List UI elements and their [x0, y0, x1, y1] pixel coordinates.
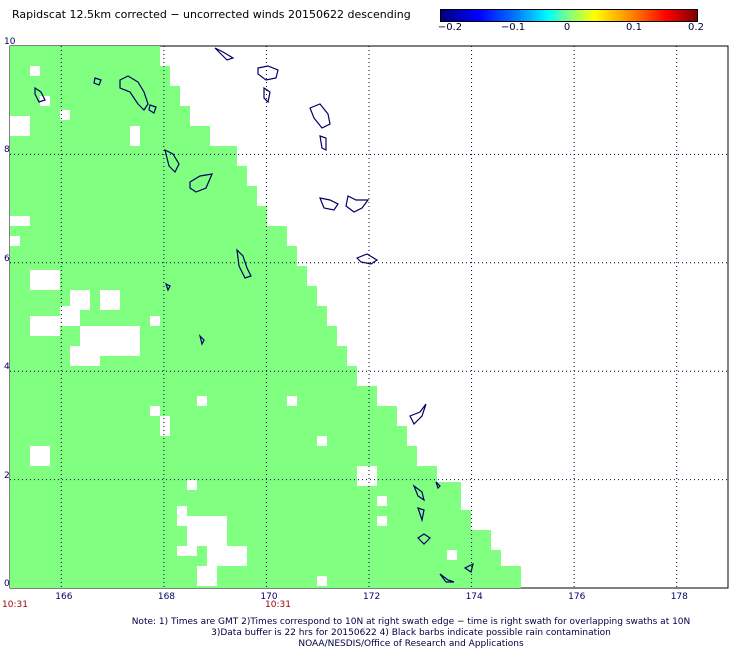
colorbar-label-high: 0.1	[626, 22, 642, 33]
colorbar-label-low: −0.1	[500, 22, 526, 33]
lon-tick-174: 174	[465, 592, 483, 602]
note-line-1: Note: 1) Times are GMT 2)Times correspon…	[131, 617, 691, 627]
land-outlines	[34, 47, 474, 583]
wind-swath	[10, 46, 521, 588]
lon-tick-166: 166	[55, 592, 73, 602]
lat-tick-2: 2	[4, 470, 10, 481]
mid-time-label: 10:31	[265, 600, 291, 610]
colorbar-label-min: −0.2	[437, 22, 463, 33]
colorbar-label-zero: 0	[563, 22, 571, 33]
lon-tick-168: 168	[157, 592, 176, 602]
note-line-3: NOAA/NESDIS/Office of Research and Appli…	[298, 639, 524, 649]
lat-tick-4: 4	[4, 362, 10, 373]
colorbar-label-max: 0.2	[688, 22, 704, 33]
lat-tick-8: 8	[4, 145, 10, 156]
lat-tick-6: 6	[4, 253, 10, 264]
note-line-2: 3)Data buffer is 22 hrs for 20150622 4) …	[211, 628, 611, 638]
lat-tick-0: 0	[4, 579, 10, 589]
lon-tick-178: 178	[670, 592, 688, 602]
lat-tick-10: 10	[4, 37, 16, 47]
map-title: Rapidscat 12.5km corrected − uncorrected…	[12, 8, 411, 21]
lon-tick-176: 176	[568, 592, 586, 602]
start-time-label: 10:31	[2, 600, 28, 610]
lon-tick-170: 170	[260, 592, 278, 602]
lon-tick-172: 172	[363, 592, 381, 602]
colorbar	[440, 9, 698, 22]
missing-data-cells	[10, 66, 457, 586]
